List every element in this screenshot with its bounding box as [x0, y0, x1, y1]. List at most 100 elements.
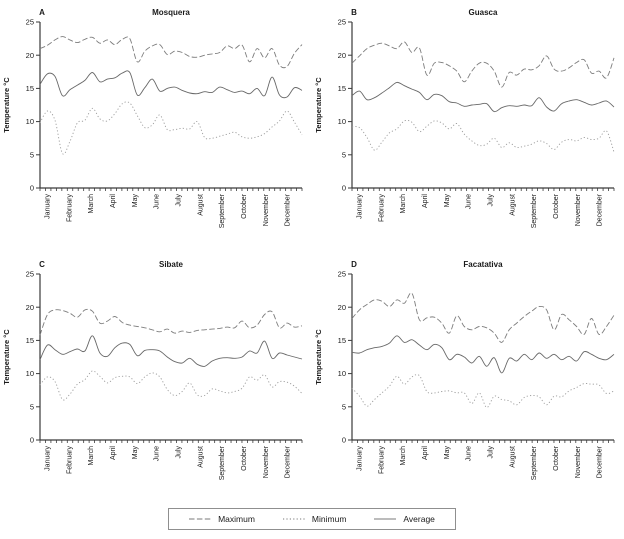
- legend-item-average: Average: [374, 514, 435, 524]
- y-tick-label: 15: [26, 336, 34, 345]
- x-month-label: June: [154, 446, 161, 461]
- panel-letter: D: [351, 260, 357, 269]
- x-month-label: August: [509, 194, 516, 216]
- legend-label: Minimum: [311, 514, 347, 524]
- legend-item-maximum: Maximum: [189, 514, 255, 524]
- legend-line-sample-dash: [189, 518, 212, 520]
- series-average: [39, 70, 303, 99]
- x-month-label: April: [422, 194, 429, 208]
- y-tick-label: 15: [338, 84, 346, 93]
- series-minimum: [351, 119, 615, 153]
- y-tick-label: 25: [26, 18, 34, 27]
- x-month-label: December: [285, 445, 292, 478]
- y-tick-label: 15: [26, 84, 34, 93]
- x-month-label: December: [285, 193, 292, 226]
- y-tick-label: 5: [30, 402, 34, 411]
- x-month-label: January: [44, 446, 51, 471]
- panel-letter: A: [39, 8, 45, 17]
- legend: Maximum Minimum Average: [168, 508, 456, 530]
- charts-grid: 0 5 10 15 20 25 January February March April May Ju…: [0, 2, 624, 506]
- y-tick-label: 20: [338, 51, 346, 60]
- x-month-label: March: [400, 446, 407, 466]
- chart-panel-facatativa: 0 5 10 15 20 25 January February March April May Ju…: [312, 254, 624, 506]
- legend-line-sample-solid: [374, 518, 397, 520]
- y-tick-label: 5: [342, 402, 346, 411]
- x-month-label: August: [197, 446, 204, 468]
- x-month-label: November: [575, 445, 582, 478]
- series-average: [351, 81, 615, 113]
- chart-title: Facatativa: [463, 260, 503, 269]
- y-tick-label: 25: [26, 270, 34, 279]
- y-tick-label: 10: [338, 369, 346, 378]
- y-tick-label: 20: [26, 303, 34, 312]
- y-tick-label: 0: [342, 436, 346, 445]
- x-month-label: May: [132, 194, 139, 208]
- y-tick-label: 20: [338, 303, 346, 312]
- y-tick-label: 20: [26, 51, 34, 60]
- y-axis-label: Temperature °C: [2, 77, 11, 133]
- x-month-label: February: [378, 446, 385, 475]
- chart-title: Guasca: [469, 8, 498, 17]
- y-tick-label: 10: [338, 117, 346, 126]
- legend-label: Maximum: [218, 514, 255, 524]
- chart-title: Mosquera: [152, 8, 190, 17]
- x-month-label: February: [66, 194, 73, 223]
- x-month-label: July: [487, 194, 494, 207]
- x-month-label: May: [132, 446, 139, 460]
- series-minimum: [39, 101, 303, 155]
- chart-panel-mosquera: 0 5 10 15 20 25 January February March April May Ju…: [0, 2, 312, 254]
- chart-svg-sibate: 0 5 10 15 20 25 January February March April May Ju…: [2, 260, 303, 480]
- x-month-label: July: [175, 194, 182, 207]
- x-month-label: November: [263, 445, 270, 478]
- series-maximum: [39, 36, 303, 69]
- x-month-label: January: [356, 446, 363, 471]
- x-month-label: August: [197, 194, 204, 216]
- x-month-label: April: [110, 194, 117, 208]
- x-month-label: April: [422, 446, 429, 460]
- chart-title: Sibate: [159, 260, 184, 269]
- series-average: [39, 335, 303, 367]
- series-minimum: [39, 370, 303, 401]
- y-tick-label: 5: [342, 150, 346, 159]
- x-month-label: November: [263, 193, 270, 226]
- x-month-label: October: [553, 193, 560, 219]
- x-month-label: December: [597, 193, 604, 226]
- x-month-label: January: [44, 194, 51, 219]
- y-tick-label: 5: [30, 150, 34, 159]
- legend-line-sample-dot: [282, 518, 305, 520]
- y-axis-label: Temperature °C: [314, 329, 323, 385]
- x-month-label: December: [597, 445, 604, 478]
- x-month-label: June: [154, 194, 161, 209]
- panel-letter: C: [39, 260, 45, 269]
- series-maximum: [351, 292, 615, 343]
- chart-panel-sibate: 0 5 10 15 20 25 January February March April May Ju…: [0, 254, 312, 506]
- y-tick-label: 0: [342, 184, 346, 193]
- y-axis-label: Temperature °C: [314, 77, 323, 133]
- y-tick-label: 25: [338, 270, 346, 279]
- legend-item-minimum: Minimum: [282, 514, 347, 524]
- panel-letter: B: [351, 8, 357, 17]
- x-month-label: June: [466, 194, 473, 209]
- series-average: [351, 335, 615, 374]
- x-month-label: February: [378, 194, 385, 223]
- x-month-label: March: [88, 194, 95, 214]
- x-month-label: October: [241, 193, 248, 219]
- x-month-label: April: [110, 446, 117, 460]
- y-tick-label: 15: [338, 336, 346, 345]
- x-month-label: June: [466, 446, 473, 461]
- y-tick-label: 0: [30, 436, 34, 445]
- x-month-label: May: [444, 446, 451, 460]
- x-month-label: November: [575, 193, 582, 226]
- chart-panel-guasca: 0 5 10 15 20 25 January February March April May Ju…: [312, 2, 624, 254]
- x-month-label: March: [400, 194, 407, 214]
- series-maximum: [39, 308, 303, 336]
- chart-svg-facatativa: 0 5 10 15 20 25 January February March April May Ju…: [314, 260, 615, 480]
- y-axis-label: Temperature °C: [2, 329, 11, 385]
- y-tick-label: 0: [30, 184, 34, 193]
- x-month-label: July: [487, 446, 494, 459]
- x-month-label: September: [531, 445, 538, 480]
- x-month-label: February: [66, 446, 73, 475]
- legend-bar: Maximum Minimum Average: [0, 508, 624, 530]
- legend-label: Average: [403, 514, 435, 524]
- x-month-label: July: [175, 446, 182, 459]
